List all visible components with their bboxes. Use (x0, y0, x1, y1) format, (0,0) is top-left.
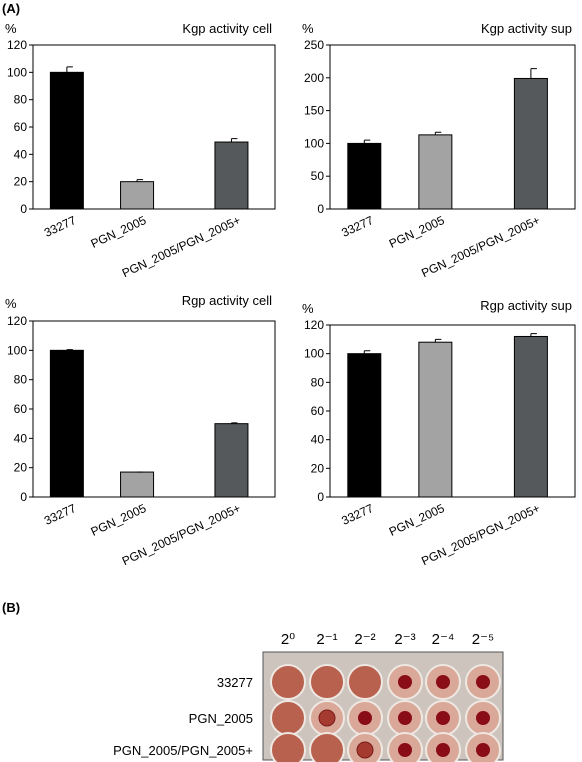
y-tick-label: 80 (14, 373, 28, 387)
x-tick-label: PGN_2005 (89, 501, 149, 539)
well (309, 664, 345, 700)
y-axis-label: % (5, 21, 17, 36)
plot-frame (329, 44, 576, 210)
chart-title: Kgp activity sup (481, 21, 572, 36)
y-axis-label: % (302, 301, 314, 316)
well (347, 664, 383, 700)
y-tick-label: 40 (14, 431, 28, 445)
pellet (436, 711, 450, 725)
bar (120, 181, 155, 210)
column-label: 2⁻⁴ (432, 631, 455, 648)
well (309, 732, 345, 762)
row-label: PGN_2005/PGN_2005+ (113, 743, 253, 758)
row-label: 33277 (217, 675, 253, 690)
panel-label: (A) (2, 1, 20, 16)
error-bar (530, 68, 537, 79)
x-tick-label: 33277 (339, 213, 375, 240)
error-bar (363, 139, 371, 144)
x-tick-label: 33277 (42, 213, 78, 240)
column-label: 2⁻³ (394, 631, 415, 648)
y-tick-label: 100 (7, 65, 27, 79)
y-axis-label: % (5, 296, 17, 311)
y-tick-label: 20 (14, 461, 28, 475)
well (270, 732, 306, 762)
error-bar (66, 349, 73, 351)
pellet (398, 675, 412, 689)
error-bar (363, 350, 371, 354)
y-tick-label: 100 (304, 136, 324, 150)
y-tick-label: 120 (304, 318, 324, 332)
x-tick-label: PGN_2005 (387, 213, 447, 251)
y-tick-label: 0 (20, 202, 27, 216)
y-tick-label: 0 (317, 490, 324, 504)
chart-title: Rgp activity sup (480, 298, 572, 313)
y-tick-label: 250 (304, 38, 324, 52)
wells (270, 664, 501, 762)
error-bar (230, 422, 238, 424)
well (270, 700, 306, 736)
y-tick-label: 100 (304, 347, 324, 361)
pellet (436, 743, 450, 757)
column-label: 2⁰ (281, 631, 295, 648)
y-axis-label: % (302, 21, 314, 36)
y-tick-label: 0 (317, 202, 324, 216)
column-label: 2⁻² (354, 631, 375, 648)
y-tick-label: 40 (14, 147, 28, 161)
ring (356, 741, 374, 759)
bar (214, 141, 249, 210)
column-label: 2⁻⁵ (472, 631, 494, 648)
x-tick-label: PGN_2005 (387, 501, 447, 539)
bar (49, 349, 84, 498)
y-tick-label: 120 (7, 314, 27, 328)
error-bar (136, 179, 144, 182)
chart-title: Kgp activity cell (182, 21, 272, 36)
y-tick-label: 20 (14, 175, 28, 189)
error-bar (530, 333, 537, 337)
bar (214, 423, 249, 498)
well (270, 664, 306, 700)
y-tick-label: 40 (311, 433, 325, 447)
y-tick-label: 60 (311, 404, 325, 418)
bar (418, 341, 453, 498)
chart-title: Rgp activity cell (182, 293, 272, 308)
panel-label: (B) (2, 600, 20, 615)
y-tick-label: 80 (14, 93, 28, 107)
column-label: 2⁻¹ (316, 631, 337, 648)
y-tick-label: 200 (304, 71, 324, 85)
y-tick-label: 150 (304, 104, 324, 118)
pellet (476, 743, 490, 757)
x-tick-label: 33277 (42, 501, 78, 528)
bar (418, 134, 453, 210)
bar (49, 71, 84, 210)
x-tick-label: PGN_2005 (89, 213, 149, 251)
ring (318, 709, 336, 727)
bar (120, 471, 155, 498)
bar (347, 353, 382, 498)
pellet (398, 711, 412, 725)
y-tick-label: 0 (20, 490, 27, 504)
y-tick-label: 60 (14, 402, 28, 416)
y-tick-label: 80 (311, 375, 325, 389)
error-bar (66, 66, 73, 73)
y-tick-label: 20 (311, 461, 325, 475)
pellet (358, 711, 372, 725)
row-label: PGN_2005 (189, 711, 253, 726)
y-tick-label: 60 (14, 120, 28, 134)
bar (347, 142, 382, 210)
y-tick-label: 120 (7, 38, 27, 52)
x-tick-label: 33277 (339, 501, 375, 528)
y-tick-label: 50 (311, 169, 325, 183)
error-bar (434, 131, 442, 135)
pellet (476, 711, 490, 725)
pellet (476, 675, 490, 689)
bar (513, 335, 548, 498)
pellet (436, 675, 450, 689)
pellet (398, 743, 412, 757)
error-bar (230, 138, 238, 143)
bar (513, 77, 548, 210)
y-tick-label: 100 (7, 343, 27, 357)
error-bar (434, 338, 442, 343)
